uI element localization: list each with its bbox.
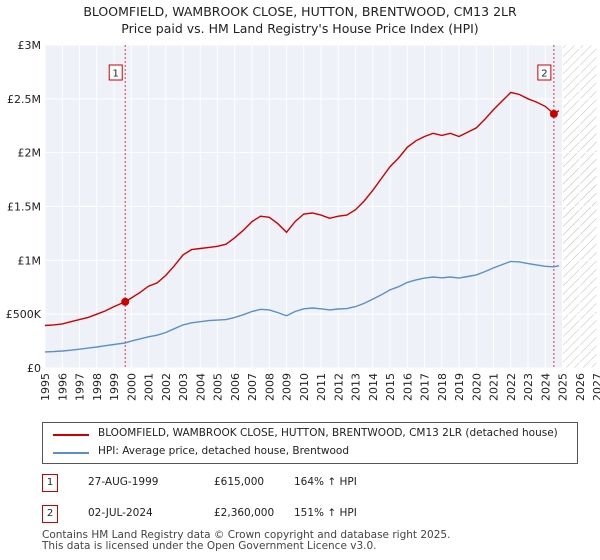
x-tick-label: 2023 [522, 373, 535, 401]
x-tick-label: 2027 [591, 373, 600, 401]
x-tick-label: 2022 [505, 373, 518, 401]
x-tick-label: 2012 [332, 373, 345, 401]
x-tick-label: 2014 [367, 373, 380, 401]
chart-title: BLOOMFIELD, WAMBROOK CLOSE, HUTTON, BREN… [83, 4, 517, 19]
sale-point [121, 297, 130, 306]
price-chart: £0 £500K £1M £1.5M £2M £2.5M £3M 1995 1996 1997 19… [6, 39, 600, 401]
transaction-price: £615,000 [214, 476, 265, 488]
x-tick-label: 2006 [229, 373, 242, 401]
x-tick-label: 2010 [298, 373, 311, 401]
x-tick-label: 2026 [574, 373, 587, 401]
transaction-row: 2 02-JUL-2024 £2,360,000 151% ↑ HPI [42, 505, 582, 525]
transaction-date: 02-JUL-2024 [88, 507, 153, 519]
x-tick-label: 2025 [557, 373, 570, 401]
x-tick-label: 1995 [39, 373, 52, 401]
transaction-date: 27-AUG-1999 [88, 476, 159, 488]
marker-label-box [537, 64, 552, 81]
x-tick-label: 2002 [160, 373, 173, 401]
x-tick-label: 2003 [177, 373, 190, 401]
sale-point [549, 109, 558, 118]
x-tick-label: 1996 [56, 373, 69, 401]
footer-line-1: Contains HM Land Registry data © Crown c… [42, 529, 451, 541]
marker-label-box [108, 64, 123, 81]
y-tick-label: £2M [18, 147, 42, 160]
x-tick-label: 2019 [453, 373, 466, 401]
x-tick-label: 2011 [315, 373, 328, 401]
x-tick-label: 2020 [470, 373, 483, 401]
y-tick-label: £500K [6, 308, 42, 321]
legend-label-hpi: HPI: Average price, detached house, Bren… [98, 445, 349, 457]
y-tick-label: £2.5M [7, 93, 41, 106]
footer: Contains HM Land Registry data © Crown c… [42, 530, 450, 552]
transaction-row: 1 27-AUG-1999 £615,000 164% ↑ HPI [42, 474, 582, 494]
chart-subtitle: Price paid vs. HM Land Registry's House … [121, 21, 479, 36]
x-tick-label: 2005 [212, 373, 225, 401]
footer-line-2: This data is licensed under the Open Gov… [42, 540, 377, 552]
x-tick-label: 2004 [194, 373, 207, 401]
x-tick-label: 1999 [108, 373, 121, 401]
legend-item-hpi: HPI: Average price, detached house, Bren… [43, 444, 577, 462]
marker-label: 2 [541, 69, 547, 80]
y-tick-label: £1M [18, 254, 42, 267]
y-tick-label: £1.5M [7, 201, 41, 214]
x-tick-label: 2008 [263, 373, 276, 401]
legend-item-property: BLOOMFIELD, WAMBROOK CLOSE, HUTTON, BREN… [43, 426, 577, 444]
transaction-price: £2,360,000 [214, 507, 275, 519]
legend-swatch-hpi [53, 452, 89, 454]
series-line-hpi [44, 260, 560, 353]
marker-label: 1 [113, 69, 119, 80]
transaction-hpi: 164% ↑ HPI [294, 476, 357, 488]
x-tick-label: 2007 [246, 373, 259, 401]
legend: BLOOMFIELD, WAMBROOK CLOSE, HUTTON, BREN… [42, 422, 578, 464]
x-tick-label: 2001 [143, 373, 156, 401]
x-tick-label: 2016 [401, 373, 414, 401]
x-tick-label: 1998 [91, 373, 104, 401]
legend-label-property: BLOOMFIELD, WAMBROOK CLOSE, HUTTON, BREN… [98, 427, 558, 439]
transaction-badge: 1 [42, 474, 58, 492]
x-tick-label: 2000 [125, 373, 138, 401]
transaction-badge: 2 [42, 505, 58, 523]
series-line-property [44, 91, 560, 327]
transaction-hpi: 151% ↑ HPI [294, 507, 357, 519]
x-tick-label: 2015 [384, 373, 397, 401]
x-tick-label: 1997 [74, 373, 87, 401]
x-tick-label: 2013 [350, 373, 363, 401]
x-tick-label: 2024 [539, 373, 552, 401]
legend-swatch-property [53, 434, 89, 436]
x-tick-label: 2009 [281, 373, 294, 401]
y-tick-label: £3M [18, 39, 42, 52]
x-tick-label: 2018 [436, 373, 449, 401]
x-tick-label: 2021 [488, 373, 501, 401]
x-tick-label: 2017 [419, 373, 432, 401]
y-tick-label: £0 [27, 362, 41, 375]
